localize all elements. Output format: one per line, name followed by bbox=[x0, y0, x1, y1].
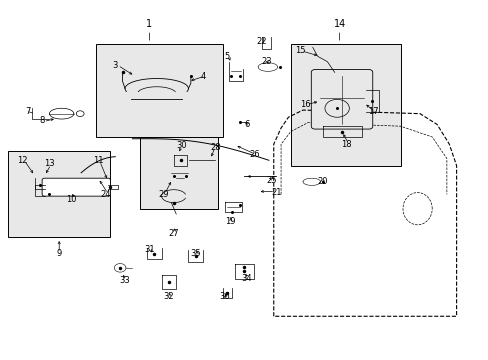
Text: 8: 8 bbox=[40, 116, 45, 125]
Bar bbox=[8, 151, 110, 237]
Text: 29: 29 bbox=[159, 190, 169, 199]
Text: 23: 23 bbox=[261, 57, 271, 66]
Text: 18: 18 bbox=[341, 140, 351, 149]
Text: 21: 21 bbox=[270, 188, 281, 197]
Text: 4: 4 bbox=[200, 72, 205, 81]
Text: 1: 1 bbox=[146, 19, 152, 29]
Bar bbox=[140, 137, 217, 209]
Text: 3: 3 bbox=[112, 61, 118, 70]
Text: 27: 27 bbox=[168, 229, 179, 238]
FancyBboxPatch shape bbox=[42, 178, 110, 196]
FancyBboxPatch shape bbox=[311, 69, 372, 129]
Text: 13: 13 bbox=[44, 159, 55, 168]
Text: 20: 20 bbox=[317, 177, 327, 186]
Text: 6: 6 bbox=[244, 120, 249, 129]
Text: 30: 30 bbox=[176, 141, 186, 150]
Text: 33: 33 bbox=[120, 276, 130, 285]
Text: 31: 31 bbox=[144, 246, 154, 255]
Text: 35: 35 bbox=[190, 249, 201, 258]
Text: 34: 34 bbox=[241, 274, 252, 283]
Text: 5: 5 bbox=[224, 52, 229, 61]
Text: 19: 19 bbox=[224, 217, 235, 226]
Text: 17: 17 bbox=[367, 107, 378, 116]
Text: 36: 36 bbox=[219, 292, 230, 301]
Bar bbox=[290, 44, 400, 166]
Text: 14: 14 bbox=[333, 19, 345, 29]
Text: 26: 26 bbox=[248, 150, 259, 159]
Text: 22: 22 bbox=[256, 37, 266, 46]
Text: 28: 28 bbox=[209, 143, 220, 152]
Text: 15: 15 bbox=[295, 46, 305, 55]
Text: 11: 11 bbox=[93, 156, 103, 165]
Text: 24: 24 bbox=[100, 190, 111, 199]
Text: 12: 12 bbox=[18, 156, 28, 165]
Bar bbox=[96, 44, 222, 137]
Text: 10: 10 bbox=[66, 195, 77, 204]
Text: 16: 16 bbox=[300, 100, 310, 109]
Text: 25: 25 bbox=[265, 176, 276, 185]
Text: 32: 32 bbox=[163, 292, 174, 301]
Text: 9: 9 bbox=[57, 249, 61, 258]
Text: 7: 7 bbox=[25, 107, 30, 116]
